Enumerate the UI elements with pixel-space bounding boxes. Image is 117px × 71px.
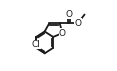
Text: O: O: [59, 29, 66, 38]
Text: Cl: Cl: [32, 40, 41, 49]
Text: O: O: [74, 19, 81, 28]
Text: O: O: [66, 10, 73, 19]
